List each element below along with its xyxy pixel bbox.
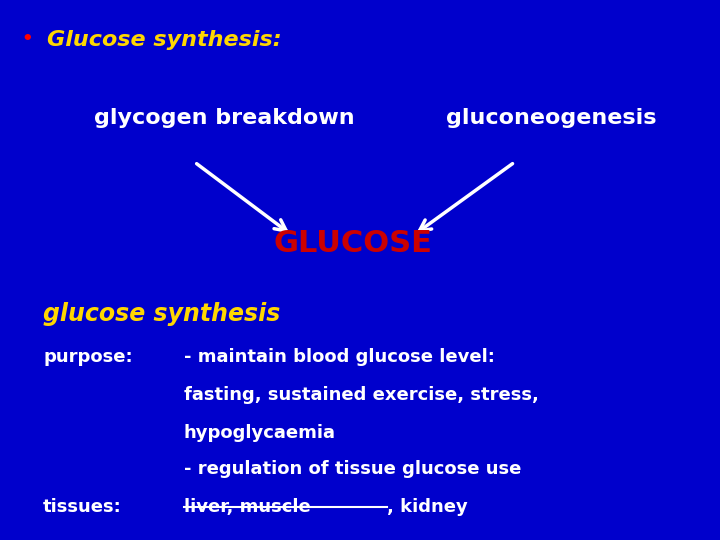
Text: , kidney: , kidney [387,498,468,516]
Text: •: • [22,30,33,48]
Text: - regulation of tissue glucose use: - regulation of tissue glucose use [184,460,521,478]
Text: purpose:: purpose: [43,348,132,366]
Text: glycogen breakdown: glycogen breakdown [94,108,354,128]
Text: liver, muscle: liver, muscle [184,498,310,516]
Text: fasting, sustained exercise, stress,: fasting, sustained exercise, stress, [184,386,539,404]
Text: hypoglycaemia: hypoglycaemia [184,424,336,442]
Text: gluconeogenesis: gluconeogenesis [446,108,657,128]
Text: - maintain blood glucose level:: - maintain blood glucose level: [184,348,495,366]
Text: glucose synthesis: glucose synthesis [43,302,281,326]
Text: tissues:: tissues: [43,498,122,516]
Text: Glucose synthesis:: Glucose synthesis: [47,30,282,50]
Text: GLUCOSE: GLUCOSE [274,230,432,259]
